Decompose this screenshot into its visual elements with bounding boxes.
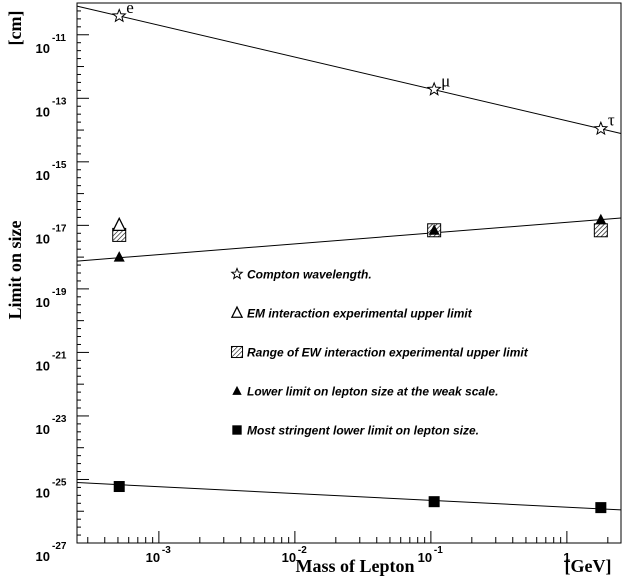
svg-text:10: 10	[36, 168, 50, 183]
x-tick-label: 10 -2	[282, 545, 308, 565]
legend-label: Range of EW interaction experimental upp…	[247, 346, 529, 360]
svg-text:10: 10	[36, 358, 50, 373]
legend-label: Lower limit on lepton size at the weak s…	[247, 385, 498, 399]
filled-triangle-marker	[428, 224, 440, 235]
x-axis-unit: [GeV]	[565, 556, 612, 576]
lepton-label: τ	[608, 111, 615, 130]
x-tick-label: 1	[563, 550, 570, 565]
legend-item: Lower limit on lepton size at the weak s…	[232, 385, 498, 399]
filled-square-marker	[232, 425, 242, 435]
y-tick-label: 10-27	[36, 541, 67, 564]
svg-text:-11: -11	[52, 33, 66, 44]
y-tick-label: 10-17	[36, 223, 67, 246]
fit-line	[76, 217, 622, 262]
star-marker	[593, 120, 609, 136]
open-triangle-marker	[230, 305, 244, 318]
svg-text:-15: -15	[52, 160, 67, 171]
svg-text:-23: -23	[52, 414, 67, 425]
y-tick-label: 10-23	[36, 414, 67, 437]
svg-text:10: 10	[36, 422, 50, 437]
svg-text:-2: -2	[298, 545, 307, 556]
legend-item: EM interaction experimental upper limit	[230, 305, 473, 321]
open-triangle-marker	[112, 216, 127, 232]
fit-line	[76, 5, 622, 134]
y-tick-label: 10-11	[36, 33, 67, 56]
legend: Compton wavelength. EM interaction experi…	[230, 267, 529, 438]
y-tick-label: 10-15	[36, 160, 67, 183]
fit-line	[76, 482, 622, 511]
filled-square-marker	[113, 481, 125, 493]
svg-text:-25: -25	[52, 477, 67, 488]
svg-text:-27: -27	[52, 541, 67, 552]
legend-item: Range of EW interaction experimental upp…	[230, 345, 529, 360]
hatched-square-marker	[593, 223, 608, 238]
legend-label: Most stringent lower limit on lepton siz…	[247, 424, 479, 438]
svg-text:10: 10	[36, 549, 50, 564]
svg-text:-3: -3	[162, 545, 171, 556]
data-markers	[111, 8, 609, 514]
tick-labels: 10 -3 10 -2 10 -1 110-1110-1310-1510-1710-1910…	[36, 33, 571, 565]
legend-label: EM interaction experimental upper limit	[247, 307, 473, 321]
svg-text:10: 10	[36, 485, 50, 500]
star-marker	[426, 81, 442, 96]
x-tick-label: 10 -3	[146, 545, 172, 565]
hatched-square-marker	[230, 345, 244, 359]
svg-text:-1: -1	[434, 545, 443, 556]
legend-label: Compton wavelength.	[247, 268, 372, 282]
svg-text:1: 1	[563, 550, 570, 565]
svg-text:10: 10	[36, 231, 50, 246]
svg-text:10: 10	[36, 41, 50, 56]
svg-text:-13: -13	[52, 96, 67, 107]
svg-text:10: 10	[418, 550, 432, 565]
filled-square-marker	[428, 496, 440, 508]
point-labels: e μ τ	[126, 0, 615, 130]
filled-triangle-marker	[113, 251, 125, 262]
lepton-label: μ	[441, 71, 450, 90]
lepton-label: e	[126, 0, 134, 17]
y-tick-label: 10-19	[36, 287, 67, 310]
legend-item: Compton wavelength.	[230, 267, 372, 282]
x-axis-title: Mass of Lepton	[295, 556, 414, 576]
axis-ticks	[77, 2, 609, 544]
filled-square-marker	[595, 502, 607, 514]
svg-text:10: 10	[36, 295, 50, 310]
fit-lines	[76, 5, 622, 511]
svg-text:10: 10	[282, 550, 296, 565]
filled-triangle-marker	[595, 213, 607, 225]
y-tick-label: 10-25	[36, 477, 67, 500]
svg-text:10: 10	[36, 104, 50, 119]
filled-triangle-marker	[232, 385, 242, 395]
y-tick-label: 10-13	[36, 96, 67, 119]
svg-text:-17: -17	[52, 223, 67, 234]
y-axis-unit: [cm]	[5, 11, 25, 46]
star-marker	[230, 267, 244, 280]
x-tick-label: 10 -1	[418, 545, 444, 565]
svg-text:-21: -21	[52, 350, 67, 361]
svg-text:-19: -19	[52, 287, 67, 298]
star-marker	[111, 8, 127, 23]
y-tick-label: 10-21	[36, 350, 67, 373]
y-axis-title: Limit on size	[5, 220, 25, 319]
legend-item: Most stringent lower limit on lepton siz…	[232, 424, 479, 438]
svg-text:10: 10	[146, 550, 160, 565]
